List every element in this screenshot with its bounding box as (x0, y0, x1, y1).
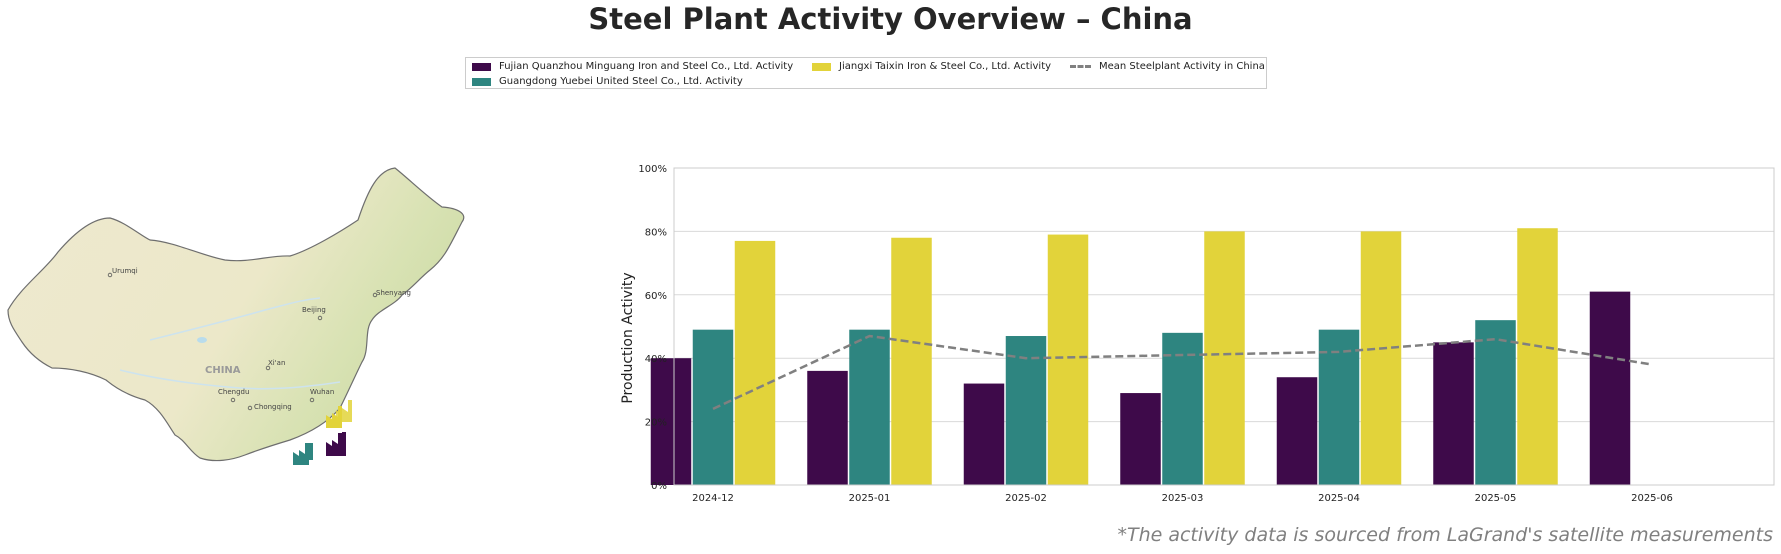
y-axis-label: Production Activity (620, 272, 636, 403)
x-tick-label: 2024-12 (692, 493, 734, 504)
river-yellow (149, 297, 321, 341)
city-label-chengdu: Chengdu (218, 388, 249, 396)
city-dot-chongqing (247, 405, 253, 411)
legend-item-fujian: Fujian Quanzhou Minguang Iron and Steel … (472, 61, 793, 72)
bars (650, 228, 1631, 485)
bar-2025-02-s0 (963, 383, 1005, 485)
legend-swatch-jiangxi (812, 62, 831, 71)
x-tick-label: 2025-01 (849, 493, 891, 504)
y-tick-label: 20% (645, 418, 667, 429)
axes: 0% 20% 40% 60% 80% 100% 2024-12 2025-01 2025-02 2… (638, 164, 1775, 504)
city-label-shenyang: Shenyang (376, 289, 411, 297)
legend: Fujian Quanzhou Minguang Iron and Steel … (465, 57, 1267, 89)
bar-2025-05-s1 (1475, 320, 1516, 485)
city-dot-wuhan (309, 397, 315, 403)
bar-2024-12-s2 (734, 240, 776, 485)
china-map: Urumqi Beijing Shenyang Xi'an Chengdu Ch… (7, 167, 465, 465)
legend-label-mean: Mean Steelplant Activity in China (1099, 61, 1265, 72)
factory-icon-jiangxi (326, 400, 352, 428)
lake-qinghai (197, 337, 207, 343)
city-label-urumqi: Urumqi (112, 267, 138, 275)
bar-2025-01-s2 (891, 237, 932, 485)
bar-2025-04-s2 (1360, 231, 1402, 485)
legend-item-mean: Mean Steelplant Activity in China (1070, 61, 1265, 72)
y-tick-label: 60% (645, 291, 667, 302)
bar-2025-03-s2 (1204, 231, 1245, 485)
legend-dash-mean (1070, 65, 1091, 68)
bar-chart: 0% 20% 40% 60% 80% 100% 2024-12 2025-01 2025-02 2… (620, 164, 1775, 504)
city-dot-beijing (317, 315, 323, 321)
legend-swatch-guangdong (472, 77, 491, 86)
y-tick-label: 0% (651, 481, 667, 492)
y-tick-label: 80% (645, 227, 667, 238)
legend-label-fujian: Fujian Quanzhou Minguang Iron and Steel … (499, 61, 794, 72)
y-tick-label: 100% (638, 164, 667, 175)
bar-2025-01-s0 (807, 370, 848, 485)
legend-label-jiangxi: Jiangxi Taixin Iron & Steel Co., Ltd. Ac… (839, 61, 1052, 72)
x-tick-label: 2025-02 (1005, 493, 1047, 504)
bar-2025-03-s0 (1120, 393, 1161, 485)
bar-2025-05-s2 (1517, 228, 1558, 485)
bar-2025-04-s1 (1318, 329, 1360, 485)
city-label-wuhan: Wuhan (310, 388, 334, 396)
factory-icon-guangdong (293, 443, 313, 465)
city-dot-shenyang (372, 292, 378, 298)
bar-2025-01-s1 (849, 329, 890, 485)
river-yangtze (119, 369, 341, 390)
bar-2025-04-s0 (1276, 377, 1318, 485)
legend-item-jiangxi: Jiangxi Taixin Iron & Steel Co., Ltd. Ac… (812, 61, 1051, 72)
legend-label-guangdong: Guangdong Yuebei United Steel Co., Ltd. … (499, 76, 743, 87)
city-dot-xian (265, 365, 271, 371)
bar-2025-06-s0 (1589, 291, 1631, 485)
legend-swatch-fujian (472, 62, 491, 71)
city-label-xian: Xi'an (268, 359, 285, 367)
footnote: *The activity data is sourced from LaGra… (1117, 524, 1773, 546)
bar-2024-12-s1 (692, 329, 734, 485)
china-outline (7, 167, 465, 462)
plot-frame (673, 167, 1775, 486)
bar-2025-03-s1 (1162, 332, 1203, 485)
bar-2025-02-s2 (1047, 234, 1089, 485)
bar-2024-12-s0 (650, 358, 692, 485)
factory-icon-fujian (326, 432, 346, 456)
city-dot-urumqi (107, 272, 113, 278)
mean-line (712, 334, 1653, 411)
x-tick-label: 2025-05 (1475, 493, 1517, 504)
bar-2025-05-s0 (1433, 342, 1474, 485)
map-country-label: CHINA (205, 365, 241, 376)
x-tick-label: 2025-06 (1631, 493, 1673, 504)
city-dot-chengdu (230, 397, 236, 403)
x-tick-label: 2025-04 (1318, 493, 1360, 504)
y-tick-label: 40% (645, 354, 667, 365)
city-label-chongqing: Chongqing (254, 403, 292, 411)
chart-title: Steel Plant Activity Overview – China (588, 2, 1193, 36)
city-label-beijing: Beijing (302, 306, 326, 314)
bar-2025-02-s1 (1005, 336, 1047, 485)
legend-item-guangdong: Guangdong Yuebei United Steel Co., Ltd. … (472, 76, 743, 87)
x-tick-label: 2025-03 (1162, 493, 1204, 504)
